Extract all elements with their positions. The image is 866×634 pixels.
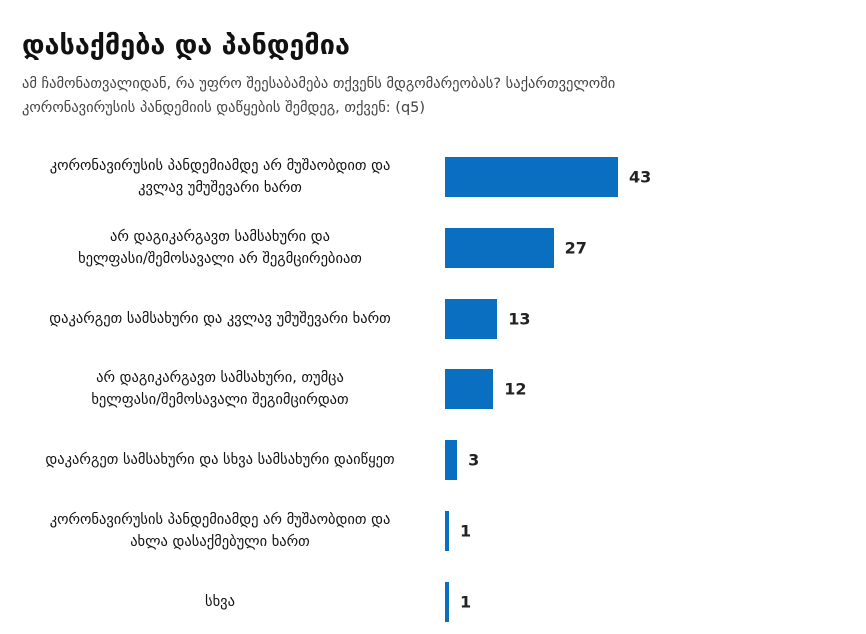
value-label: 3 (468, 450, 480, 470)
category-label: არ დაგიკარგავთ სამსახური, თუმცა ხელფასი/… (91, 370, 349, 409)
category-label: კორონავირუსის პანდემიამდე არ მუშაობდით დ… (49, 512, 391, 550)
value-label: 13 (508, 309, 531, 329)
value-label: 27 (564, 238, 587, 258)
chart-title: დასაქმება და პანდემია (22, 30, 350, 61)
category-label: არ დაგიკარგავთ სამსახური და ხელფასი/შემო… (78, 228, 362, 267)
bar (445, 581, 450, 622)
category-label: დაკარგეთ სამსახური და კვლავ უმუშევარი ხა… (49, 310, 391, 327)
bar (445, 369, 494, 410)
bar (445, 157, 618, 197)
bar (445, 440, 458, 481)
bar (445, 298, 498, 339)
bar (445, 227, 554, 268)
value-label: 12 (504, 379, 527, 399)
category-label: სხვა (205, 593, 235, 610)
bar (445, 511, 450, 551)
chart-subtitle: ამ ჩამონათვალიდან, რა უფრო შეესაბამება თ… (22, 76, 616, 116)
category-label: კორონავირუსის პანდემიამდე არ მუშაობდით დ… (49, 158, 391, 196)
category-label: დაკარგეთ სამსახური და სხვა სამსახური დაი… (45, 452, 395, 469)
value-label: 1 (460, 592, 472, 612)
value-label: 1 (460, 521, 472, 541)
value-label: 43 (629, 167, 652, 187)
